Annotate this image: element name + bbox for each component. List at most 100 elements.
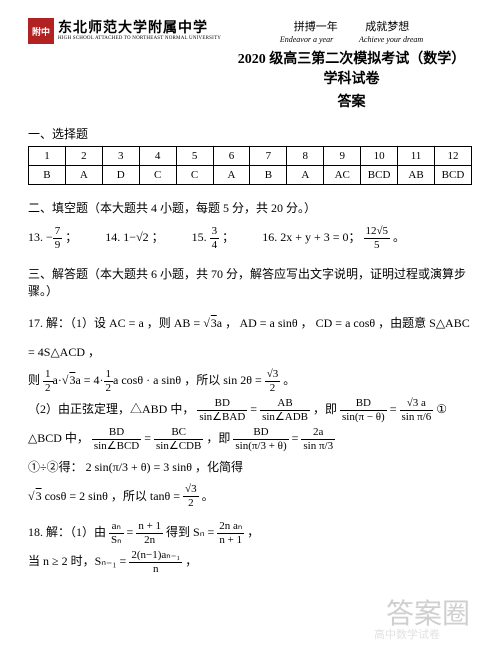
t: BD [197, 398, 247, 411]
th: 8 [287, 147, 324, 166]
td: B [29, 166, 66, 185]
q15-label: 15. [192, 230, 207, 244]
t: ， [185, 554, 197, 568]
t: √3 [183, 484, 199, 497]
t: sin∠BCD [92, 440, 141, 452]
school-logo-block: 附中 东北师范大学附属中学 HIGH SCHOOL ATTACHED TO NO… [28, 18, 221, 44]
t: BD [92, 427, 141, 440]
motto-en-left: Endeavor a year [280, 35, 333, 44]
q14-val: 1−√2 [123, 230, 148, 244]
td: AC [324, 166, 361, 185]
t: 当 n ≥ 2 时，Sₙ₋₁ = [28, 554, 129, 568]
section-solve-heading: 三、解答题（本大题共 6 小题，共 70 分，解答应写出文字说明，证明过程或演算… [28, 265, 472, 299]
logo-icon: 附中 [28, 18, 54, 44]
t: 2 [104, 382, 114, 394]
q17-line4: △BCD 中， BDsin∠BCD = BCsin∠CDB ，即 BDsin(π… [28, 424, 472, 453]
td: BCD [434, 166, 471, 185]
t: △BCD 中， [28, 431, 89, 445]
th: 6 [213, 147, 250, 166]
section-choice-heading: 一、选择题 [28, 125, 472, 142]
q13-den: 9 [53, 239, 63, 251]
answers-label: 答案 [231, 91, 472, 111]
t: BC [154, 427, 203, 440]
th: 5 [176, 147, 213, 166]
td: D [102, 166, 139, 185]
t: AB [260, 398, 310, 411]
exam-title: 2020 级高三第二次模拟考试（数学）学科试卷 [231, 48, 472, 88]
t: ，所以 sin 2θ = [184, 373, 265, 387]
t: 2a [301, 427, 335, 440]
motto-cn: 拼搏一年 成就梦想 [231, 18, 472, 34]
t: sin∠ADB [260, 411, 310, 423]
t: BD [233, 427, 288, 440]
t: 得到 Sₙ = [166, 525, 217, 539]
t: sin π/6 [400, 411, 434, 423]
q13-num: 7 [53, 226, 63, 239]
th: 9 [324, 147, 361, 166]
t: ，即 [313, 402, 340, 416]
td: A [65, 166, 102, 185]
t: 2n [136, 534, 163, 546]
td: AB [398, 166, 435, 185]
td: BCD [361, 166, 398, 185]
td: A [213, 166, 250, 185]
t: 3 [68, 373, 75, 387]
school-name-block: 东北师范大学附属中学 HIGH SCHOOL ATTACHED TO NORTH… [58, 21, 221, 42]
table-row: B A D C C A B A AC BCD AB BCD [29, 166, 472, 185]
th: 11 [398, 147, 435, 166]
t: cosθ = 2 sinθ ，所以 tanθ = [45, 489, 183, 503]
header: 附中 东北师范大学附属中学 HIGH SCHOOL ATTACHED TO NO… [28, 18, 472, 111]
th: 7 [250, 147, 287, 166]
t: 2 [183, 497, 199, 509]
t: ①÷②得： [28, 460, 83, 474]
t: aₙ [109, 521, 124, 534]
q17-line6: √3 cosθ = 2 sinθ ，所以 tanθ = √32 。 [28, 482, 472, 511]
t: Sₙ [109, 534, 124, 546]
q13-tail: ； [65, 230, 77, 244]
t: 3 [35, 489, 42, 503]
q16-label: 16. [262, 230, 277, 244]
t: 1 [104, 369, 114, 382]
table-row: 1 2 3 4 5 6 7 8 9 10 11 12 [29, 147, 472, 166]
t: 17. 解：（1）设 AC = a ，则 AB = [28, 316, 203, 330]
q14-tail: ； [152, 230, 164, 244]
th: 2 [65, 147, 102, 166]
q17-line3: （2）由正弦定理，△ABD 中， BDsin∠BAD = ABsin∠ADB ，… [28, 395, 472, 424]
t: 2 [43, 382, 53, 394]
q15-num: 3 [210, 226, 220, 239]
q17-line5: ①÷②得： 2 sin(π/3 + θ) = 3 sinθ ，化简得 [28, 453, 472, 482]
q18-line1: 18. 解：（1）由 aₙSₙ = n + 12n 得到 Sₙ = 2n aₙn… [28, 518, 472, 547]
t: sin(π − θ) [340, 411, 387, 423]
th: 3 [102, 147, 139, 166]
q17-line1: 17. 解：（1）设 AC = a ，则 AB = √3a ， AD = a s… [28, 309, 472, 367]
q16-num: 12√5 [364, 226, 391, 239]
q13-label: 13. [28, 230, 43, 244]
t: √3 a [400, 398, 434, 411]
q18-line2: 当 n ≥ 2 时，Sₙ₋₁ = 2(n−1)aₙ₋₁n ， [28, 547, 472, 576]
th: 4 [139, 147, 176, 166]
t: 2 [265, 382, 281, 394]
q16-eq: 2x + y + 3 = 0； [280, 230, 360, 244]
q14-label: 14. [105, 230, 120, 244]
t: sin∠CDB [154, 440, 203, 452]
t: 则 [28, 373, 43, 387]
fill-answers: 13. −79 ； 14. 1−√2 ； 15. 34 ； 16. 2x + y… [28, 224, 472, 251]
td: C [176, 166, 213, 185]
t: 2(n−1)aₙ₋₁ [129, 550, 182, 563]
question-18: 18. 解：（1）由 aₙSₙ = n + 12n 得到 Sₙ = 2n aₙn… [28, 518, 472, 576]
t: 3 [210, 316, 217, 330]
t: 2 sin(π/3 + θ) [86, 460, 151, 474]
t: ① [436, 402, 447, 416]
watermark-small: 高中数学试卷 [374, 626, 440, 642]
school-name-main: 东北师范大学附属中学 [58, 21, 221, 36]
q16-tail: 。 [393, 230, 405, 244]
t: sin∠BAD [197, 411, 247, 423]
motto-en-right: Achieve your dream [359, 35, 423, 44]
th: 10 [361, 147, 398, 166]
t: n + 1 [217, 534, 244, 546]
t: ，即 [206, 431, 233, 445]
header-titles: 拼搏一年 成就梦想 Endeavor a year Achieve your d… [231, 18, 472, 111]
t: ， [247, 525, 259, 539]
t: 18. 解：（1）由 [28, 525, 109, 539]
choice-answer-table: 1 2 3 4 5 6 7 8 9 10 11 12 B A D C C A B… [28, 146, 472, 185]
